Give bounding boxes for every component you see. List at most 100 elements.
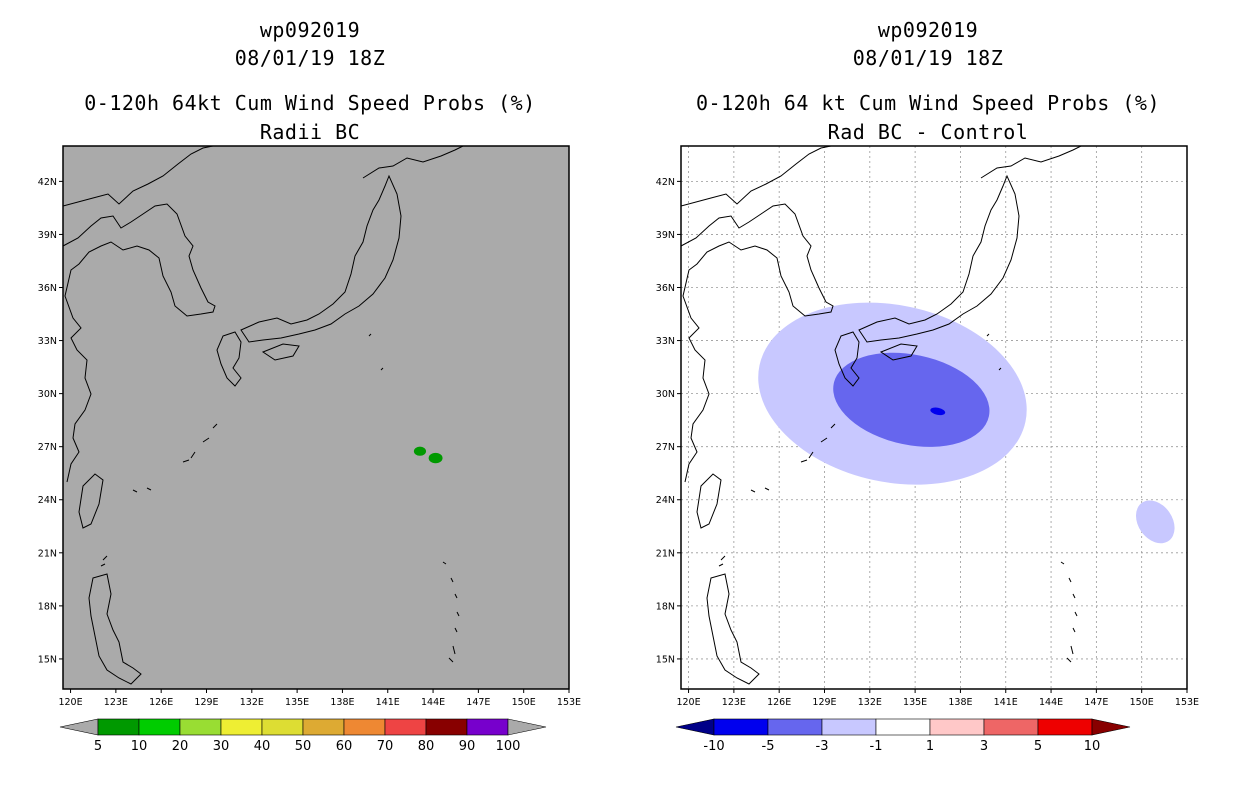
right-xtick-label: 129E [812, 697, 836, 708]
left-colorbar-box [425, 718, 468, 736]
right-colorbar-label: 5 [1034, 739, 1042, 754]
left-ytick-label: 15N [38, 654, 57, 665]
right-ytick-label: 24N [656, 495, 675, 506]
right-map-panel: 120E 123E 126E 129E 132E 135E 138E 141E 144E 147E… [656, 145, 1199, 708]
left-xtick-label: 135E [285, 697, 309, 708]
left-xtick-label: 138E [330, 697, 354, 708]
right-ytick-label: 39N [656, 230, 675, 241]
right-colorbar: -10 -5 -3 -1 1 3 5 10 [675, 718, 1131, 754]
left-colorbar-label: 10 [131, 739, 148, 754]
left-ytick-label: 27N [38, 442, 57, 453]
right-ytick-label: 30N [656, 389, 675, 400]
left-title-product: 0-120h 64kt Cum Wind Speed Probs (%) [84, 91, 536, 115]
left-xtick-label: 150E [512, 697, 536, 708]
right-ytick-label: 21N [656, 548, 675, 559]
right-xtick-label: 132E [858, 697, 882, 708]
left-colorbar-label: 60 [336, 739, 353, 754]
left-ytick-label: 18N [38, 601, 57, 612]
right-title-storm: wp092019 [877, 18, 979, 42]
left-ytick-label: 21N [38, 548, 57, 559]
left-colorbar-box [384, 718, 427, 736]
right-title-product: 0-120h 64 kt Cum Wind Speed Probs (%) [695, 91, 1161, 115]
right-ytick-label: 27N [656, 442, 675, 453]
right-xtick-label: 126E [767, 697, 791, 708]
left-colorbar: 5 10 20 30 40 50 60 70 80 90 100 [59, 718, 547, 754]
right-colorbar-label: -5 [762, 739, 775, 754]
left-colorbar-box [97, 718, 140, 736]
left-xtick-label: 141E [376, 697, 400, 708]
left-colorbar-label: 100 [496, 739, 521, 754]
left-colorbar-label: 30 [213, 739, 230, 754]
left-ytick-label: 39N [38, 230, 57, 241]
left-map-panel: 120E 123E 126E 129E 132E 135E 138E 141E 144E 147E… [38, 145, 581, 708]
left-colorbar-box [302, 718, 345, 736]
right-xtick-label: 123E [722, 697, 746, 708]
right-colorbar-box [929, 718, 985, 736]
left-ytick-label: 42N [38, 177, 57, 188]
left-map-background [63, 146, 569, 689]
left-colorbar-box [466, 718, 509, 736]
right-title-date: 08/01/19 18Z [852, 46, 1004, 70]
right-ytick-label: 33N [656, 336, 675, 347]
right-prob-region-4 [930, 407, 946, 416]
left-colorbar-label: 20 [172, 739, 189, 754]
left-colorbar-label: 80 [418, 739, 435, 754]
right-colorbar-end-right [1091, 718, 1131, 736]
right-colorbar-label: -10 [703, 739, 724, 754]
right-ytick-label: 42N [656, 177, 675, 188]
right-colorbar-label: 10 [1084, 739, 1101, 754]
right-prob-region-3 [833, 352, 990, 447]
left-xtick-label: 120E [58, 697, 82, 708]
right-xtick-label: 120E [676, 697, 700, 708]
right-colorbar-box [875, 718, 931, 736]
right-xtick-label: 141E [994, 697, 1018, 708]
left-title-date: 08/01/19 18Z [234, 46, 386, 70]
left-ytick-label: 30N [38, 389, 57, 400]
left-colorbar-label: 70 [377, 739, 394, 754]
right-xtick-label: 138E [948, 697, 972, 708]
left-colorbar-label: 40 [254, 739, 271, 754]
left-colorbar-box [261, 718, 304, 736]
left-prob-region-1 [413, 446, 427, 456]
left-xtick-label: 129E [194, 697, 218, 708]
right-colorbar-label: -3 [816, 739, 829, 754]
left-xtick-label: 147E [466, 697, 490, 708]
left-ytick-label: 24N [38, 495, 57, 506]
right-xtick-label: 144E [1039, 697, 1063, 708]
right-colorbar-box [767, 718, 823, 736]
right-xtick-label: 147E [1084, 697, 1108, 708]
left-xtick-label: 153E [557, 697, 581, 708]
right-colorbar-box [1037, 718, 1093, 736]
right-colorbar-label: -1 [870, 739, 883, 754]
right-map-frame [680, 145, 1188, 690]
left-prob-region-1-b [428, 452, 443, 464]
left-map-frame [62, 145, 570, 690]
right-colorbar-label: 3 [980, 739, 988, 754]
right-xtick-label: 153E [1175, 697, 1199, 708]
left-colorbar-label: 50 [295, 739, 312, 754]
left-xtick-label: 123E [104, 697, 128, 708]
left-xtick-label: 132E [240, 697, 264, 708]
left-ytick-label: 36N [38, 283, 57, 294]
left-colorbar-label: 90 [459, 739, 476, 754]
left-title-storm: wp092019 [259, 18, 361, 42]
left-colorbar-end-right [507, 718, 547, 736]
left-colorbar-box [220, 718, 263, 736]
right-xtick-label: 135E [903, 697, 927, 708]
left-colorbar-label: 5 [94, 739, 102, 754]
right-colorbar-box [983, 718, 1039, 736]
left-xtick-label: 126E [149, 697, 173, 708]
right-colorbar-box [713, 718, 769, 736]
left-ytick-label: 33N [38, 336, 57, 347]
right-prob-region-2 [1135, 500, 1175, 544]
left-xtick-label: 144E [421, 697, 445, 708]
right-colorbar-end-left [675, 718, 715, 736]
right-ytick-label: 36N [656, 283, 675, 294]
right-colorbar-box [821, 718, 877, 736]
left-colorbar-end-left [59, 718, 99, 736]
right-colorbar-label: 1 [926, 739, 934, 754]
left-colorbar-box [343, 718, 386, 736]
left-colorbar-box [138, 718, 181, 736]
left-title-subtitle: Radii BC [259, 120, 361, 144]
